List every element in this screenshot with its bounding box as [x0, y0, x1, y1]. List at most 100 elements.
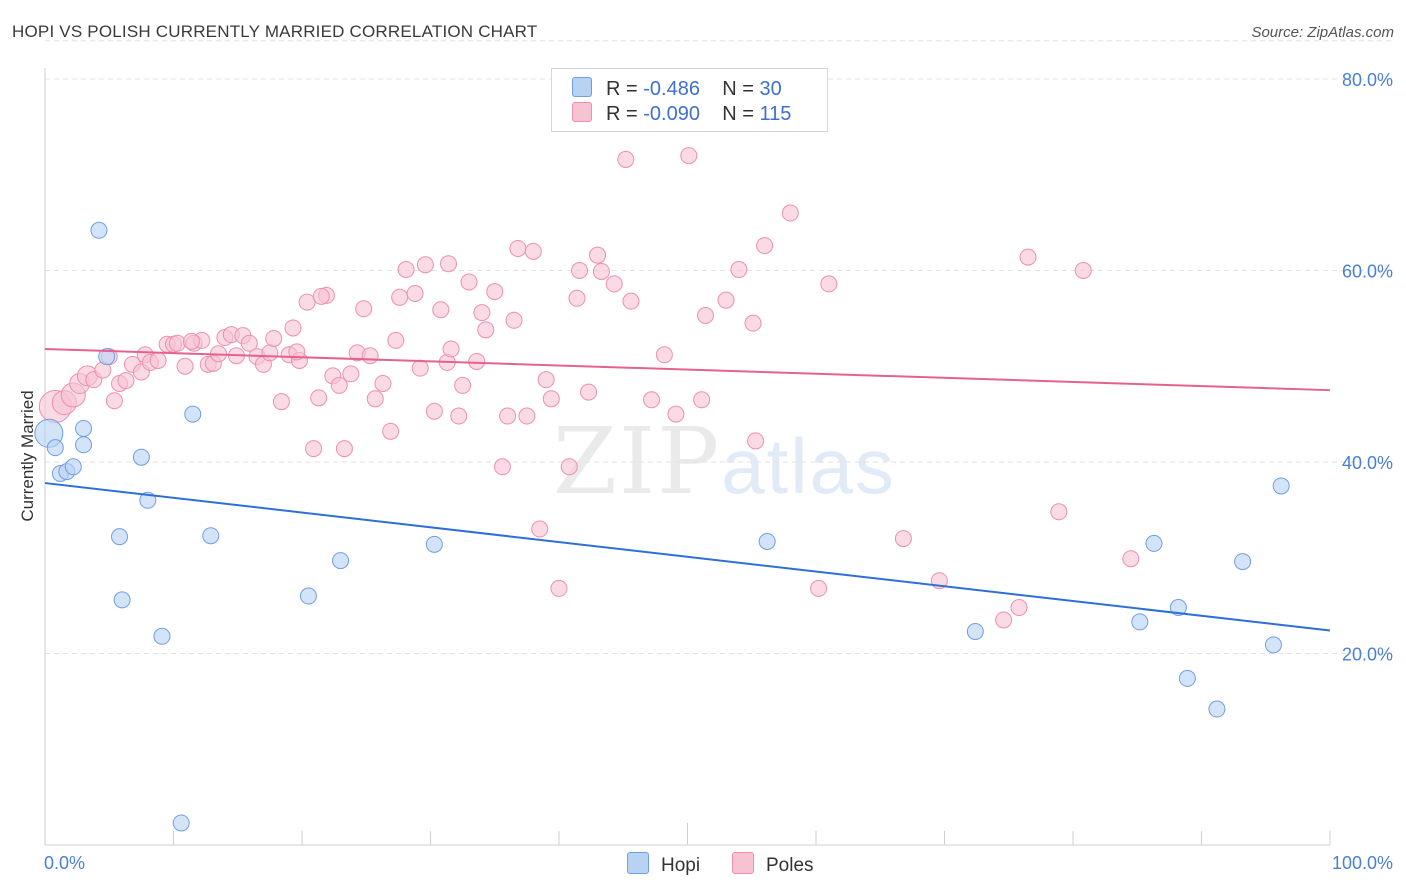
hopi-point	[299, 587, 317, 605]
poles-point	[105, 392, 123, 410]
poles-point	[1010, 599, 1028, 617]
hopi-point	[113, 591, 131, 609]
poles-point	[261, 344, 279, 362]
poles-point	[518, 407, 536, 425]
poles-point	[680, 147, 698, 165]
poles-point	[1050, 503, 1068, 521]
hopi-point	[75, 419, 93, 437]
poles-point	[499, 407, 517, 425]
poles-point	[366, 390, 384, 408]
poles-point	[240, 334, 258, 352]
poles-point	[571, 262, 589, 279]
poles-swatch	[572, 102, 592, 122]
poles-point	[617, 150, 635, 168]
poles-point	[477, 321, 495, 339]
source-credit: Source: ZipAtlas.com	[1251, 24, 1394, 41]
poles-point	[374, 374, 392, 392]
poles-point	[176, 357, 194, 375]
y-tick-label: 20.0%	[1342, 645, 1393, 665]
poles-point	[168, 334, 186, 352]
poles-point	[505, 311, 523, 329]
axes	[44, 68, 1331, 846]
hopi-point	[75, 436, 93, 454]
poles-point	[542, 390, 560, 408]
hopi-point	[332, 552, 350, 570]
poles-point	[310, 389, 328, 407]
poles-point	[589, 246, 607, 264]
bottom-legend-hopi: Hopi	[627, 852, 700, 877]
legend-n-value: 30	[759, 78, 782, 100]
hopi-point	[1272, 477, 1290, 495]
poles-point	[411, 359, 429, 377]
hopi-point	[758, 532, 776, 550]
poles-point	[894, 530, 912, 548]
tick-labels: 20.0% 40.0% 60.0% 80.0% 0.0% 100.0% Currently …	[18, 70, 1393, 873]
legend-n-value: 115	[759, 103, 792, 125]
poles-legend-swatch	[732, 852, 754, 874]
poles-point	[509, 239, 527, 257]
poles-point	[460, 273, 478, 291]
hopi-point	[1145, 534, 1163, 552]
poles-point	[298, 293, 316, 311]
poles-point	[425, 402, 443, 420]
x-tick-label: 100.0%	[1332, 853, 1393, 873]
poles-point	[342, 365, 360, 383]
hopi-legend-swatch	[627, 852, 649, 874]
hopi-point	[1264, 636, 1282, 654]
poles-point	[693, 391, 711, 409]
hopi-points	[34, 221, 1290, 832]
poles-point	[568, 289, 586, 307]
poles-point	[655, 346, 673, 364]
hopi-point	[1178, 669, 1196, 687]
poles-point	[330, 376, 348, 394]
hopi-point	[153, 627, 171, 645]
y-axis-label: Currently Married	[18, 390, 37, 521]
poles-point	[622, 292, 640, 310]
poles-point	[468, 352, 486, 370]
y-tick-label: 60.0%	[1342, 262, 1393, 282]
poles-point	[284, 319, 302, 337]
poles-points	[38, 86, 1140, 629]
hopi-point	[90, 221, 108, 239]
poles-point	[305, 440, 323, 458]
hopi-point	[202, 527, 220, 545]
hopi-trend-line	[44, 482, 1331, 632]
legend-r-value: -0.486	[643, 78, 700, 100]
legend-r-value: -0.090	[643, 103, 700, 125]
hopi-point	[1169, 599, 1187, 617]
poles-point	[810, 579, 828, 597]
poles-point	[486, 283, 504, 301]
hopi-point	[172, 814, 190, 832]
poles-point	[580, 383, 598, 401]
poles-point	[450, 407, 468, 425]
poles-point	[1019, 248, 1037, 266]
x-tick-label: 0.0%	[44, 853, 85, 873]
poles-point	[312, 287, 330, 305]
bottom-legend-poles: Poles	[732, 852, 814, 877]
trend-lines	[44, 348, 1331, 632]
poles-point	[820, 275, 838, 293]
hopi-swatch	[572, 77, 592, 97]
legend-n-label: N =	[722, 103, 754, 125]
hopi-point	[184, 405, 202, 423]
poles-point	[406, 284, 424, 302]
poles-point	[667, 405, 685, 423]
poles-point	[696, 307, 714, 325]
poles-point	[473, 304, 491, 322]
y-tick-label: 80.0%	[1342, 70, 1393, 90]
poles-point	[781, 204, 799, 222]
poles-point	[560, 458, 578, 476]
poles-point	[382, 422, 400, 440]
hopi-point	[98, 348, 116, 366]
poles-point	[730, 261, 748, 279]
poles-point	[605, 275, 623, 293]
hopi-point	[46, 439, 64, 457]
poles-trend-line	[44, 348, 1331, 392]
poles-point	[387, 331, 405, 349]
poles-point	[391, 288, 409, 306]
poles-point	[537, 371, 555, 389]
hopi-point	[111, 528, 129, 546]
poles-point	[335, 440, 353, 458]
poles-point	[416, 256, 434, 274]
